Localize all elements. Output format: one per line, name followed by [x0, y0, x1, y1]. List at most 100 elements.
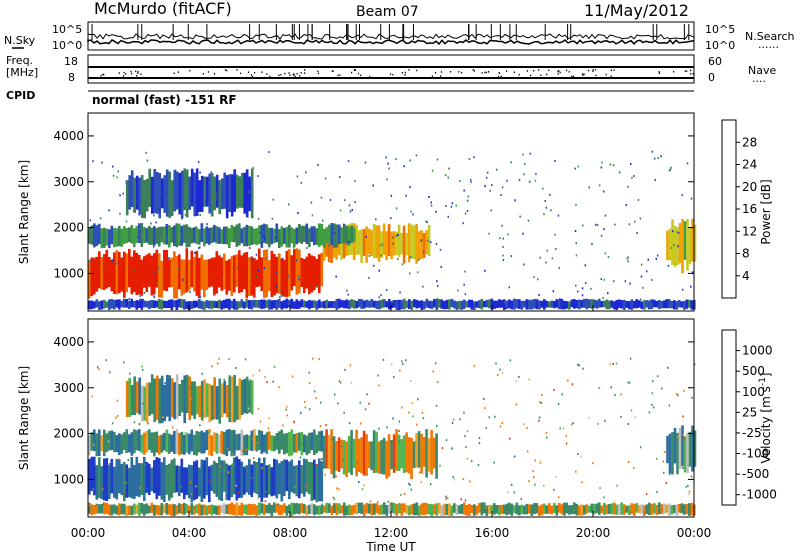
power-cell — [190, 250, 194, 288]
velocity-cell — [115, 458, 119, 500]
power-cell — [165, 300, 169, 309]
velocity-echo — [293, 502, 295, 505]
velocity-cell — [173, 504, 176, 516]
power-cell — [335, 224, 339, 248]
power-cell — [195, 168, 199, 216]
velocity-echo — [116, 415, 119, 417]
velocity-cell — [90, 432, 94, 451]
velocity-echo — [452, 418, 455, 421]
velocity-echo — [462, 478, 465, 481]
freq-dot — [304, 69, 306, 71]
velocity-cell — [435, 503, 439, 516]
power-cell — [623, 299, 626, 310]
velocity-echo — [445, 495, 447, 498]
power-echo — [501, 224, 503, 227]
velocity-echo — [320, 489, 322, 492]
velocity-cell — [280, 504, 284, 515]
power-cell — [305, 223, 309, 244]
velocity-echo — [207, 408, 209, 411]
power-echo — [385, 156, 387, 159]
velocity-echo — [399, 369, 401, 372]
power-cell — [498, 299, 501, 308]
velocity-echo — [229, 402, 231, 405]
velocity-echo — [190, 493, 193, 495]
velocity-echo — [336, 487, 338, 490]
velocity-cell — [440, 505, 444, 516]
velocity-echo — [546, 436, 548, 439]
velocity-echo — [244, 465, 246, 468]
velocity-cell — [570, 505, 574, 515]
power-cell — [170, 257, 174, 288]
power-cell — [233, 169, 236, 212]
power-echo — [99, 217, 102, 220]
power-echo — [199, 295, 201, 298]
velocity-cell — [240, 502, 244, 516]
velocity-echo — [337, 402, 339, 405]
velocity-cell — [195, 386, 199, 415]
power-cell — [173, 170, 176, 212]
power-echo — [268, 151, 270, 154]
velocity-cell — [293, 503, 296, 515]
power-cell — [183, 224, 186, 243]
power-echo — [550, 209, 552, 212]
velocity-cell — [648, 502, 651, 516]
power-cell — [295, 299, 299, 309]
power-cell — [153, 253, 156, 295]
velocity-cell — [603, 502, 606, 515]
power-echo — [502, 259, 505, 261]
velocity-echo — [226, 447, 229, 450]
velocity-echo — [661, 387, 663, 390]
freq-dot — [369, 75, 371, 78]
velocity-echo — [651, 392, 653, 395]
power-cell — [233, 226, 236, 243]
velocity-cell — [598, 502, 601, 515]
power-echo — [660, 155, 662, 158]
power-cell — [270, 227, 274, 245]
power-echo — [575, 242, 577, 245]
velocity-cell — [468, 504, 471, 516]
power-cell — [160, 299, 164, 310]
freq-dot — [472, 69, 474, 71]
power-echo — [195, 226, 197, 229]
velocity-cell — [243, 504, 246, 514]
power-cell — [670, 300, 674, 309]
power-cell — [590, 299, 594, 309]
velocity-echo — [308, 382, 311, 384]
velocity-echo — [528, 480, 530, 483]
power-colorbar-label: Power [dB] — [759, 179, 773, 244]
freq-dot — [173, 72, 175, 74]
velocity-cell — [110, 504, 114, 516]
velocity-cell — [673, 427, 677, 464]
velocity-echo — [463, 411, 465, 414]
velocity-cell — [165, 429, 169, 453]
power-cell — [250, 256, 254, 296]
power-cell — [250, 226, 254, 245]
noise-right-tick-bottom: 10^0 — [705, 39, 735, 52]
velocity-cell — [208, 466, 211, 503]
power-echo — [137, 183, 139, 186]
power-cell — [418, 300, 421, 308]
power-echo — [199, 246, 201, 249]
velocity-echo — [249, 379, 252, 382]
power-cell — [290, 227, 294, 244]
power-cell — [328, 224, 331, 243]
power-echo — [422, 250, 425, 253]
velocity-echo — [436, 425, 438, 428]
power-echo — [595, 223, 597, 226]
velocity-cell — [320, 505, 324, 515]
power-cell — [173, 251, 176, 299]
power-cell — [415, 299, 419, 309]
power-heatmap — [88, 150, 697, 311]
freq-dot — [289, 74, 291, 76]
power-echo — [142, 298, 144, 301]
velocity-cell — [190, 465, 194, 503]
power-cell — [123, 226, 126, 244]
velocity-cell — [453, 503, 456, 513]
power-cell — [685, 299, 689, 309]
power-echo — [464, 293, 467, 296]
power-cell — [243, 172, 246, 214]
power-cell — [138, 177, 141, 215]
power-echo — [364, 161, 367, 164]
power-cell — [628, 301, 631, 310]
freq-dot — [389, 73, 392, 75]
